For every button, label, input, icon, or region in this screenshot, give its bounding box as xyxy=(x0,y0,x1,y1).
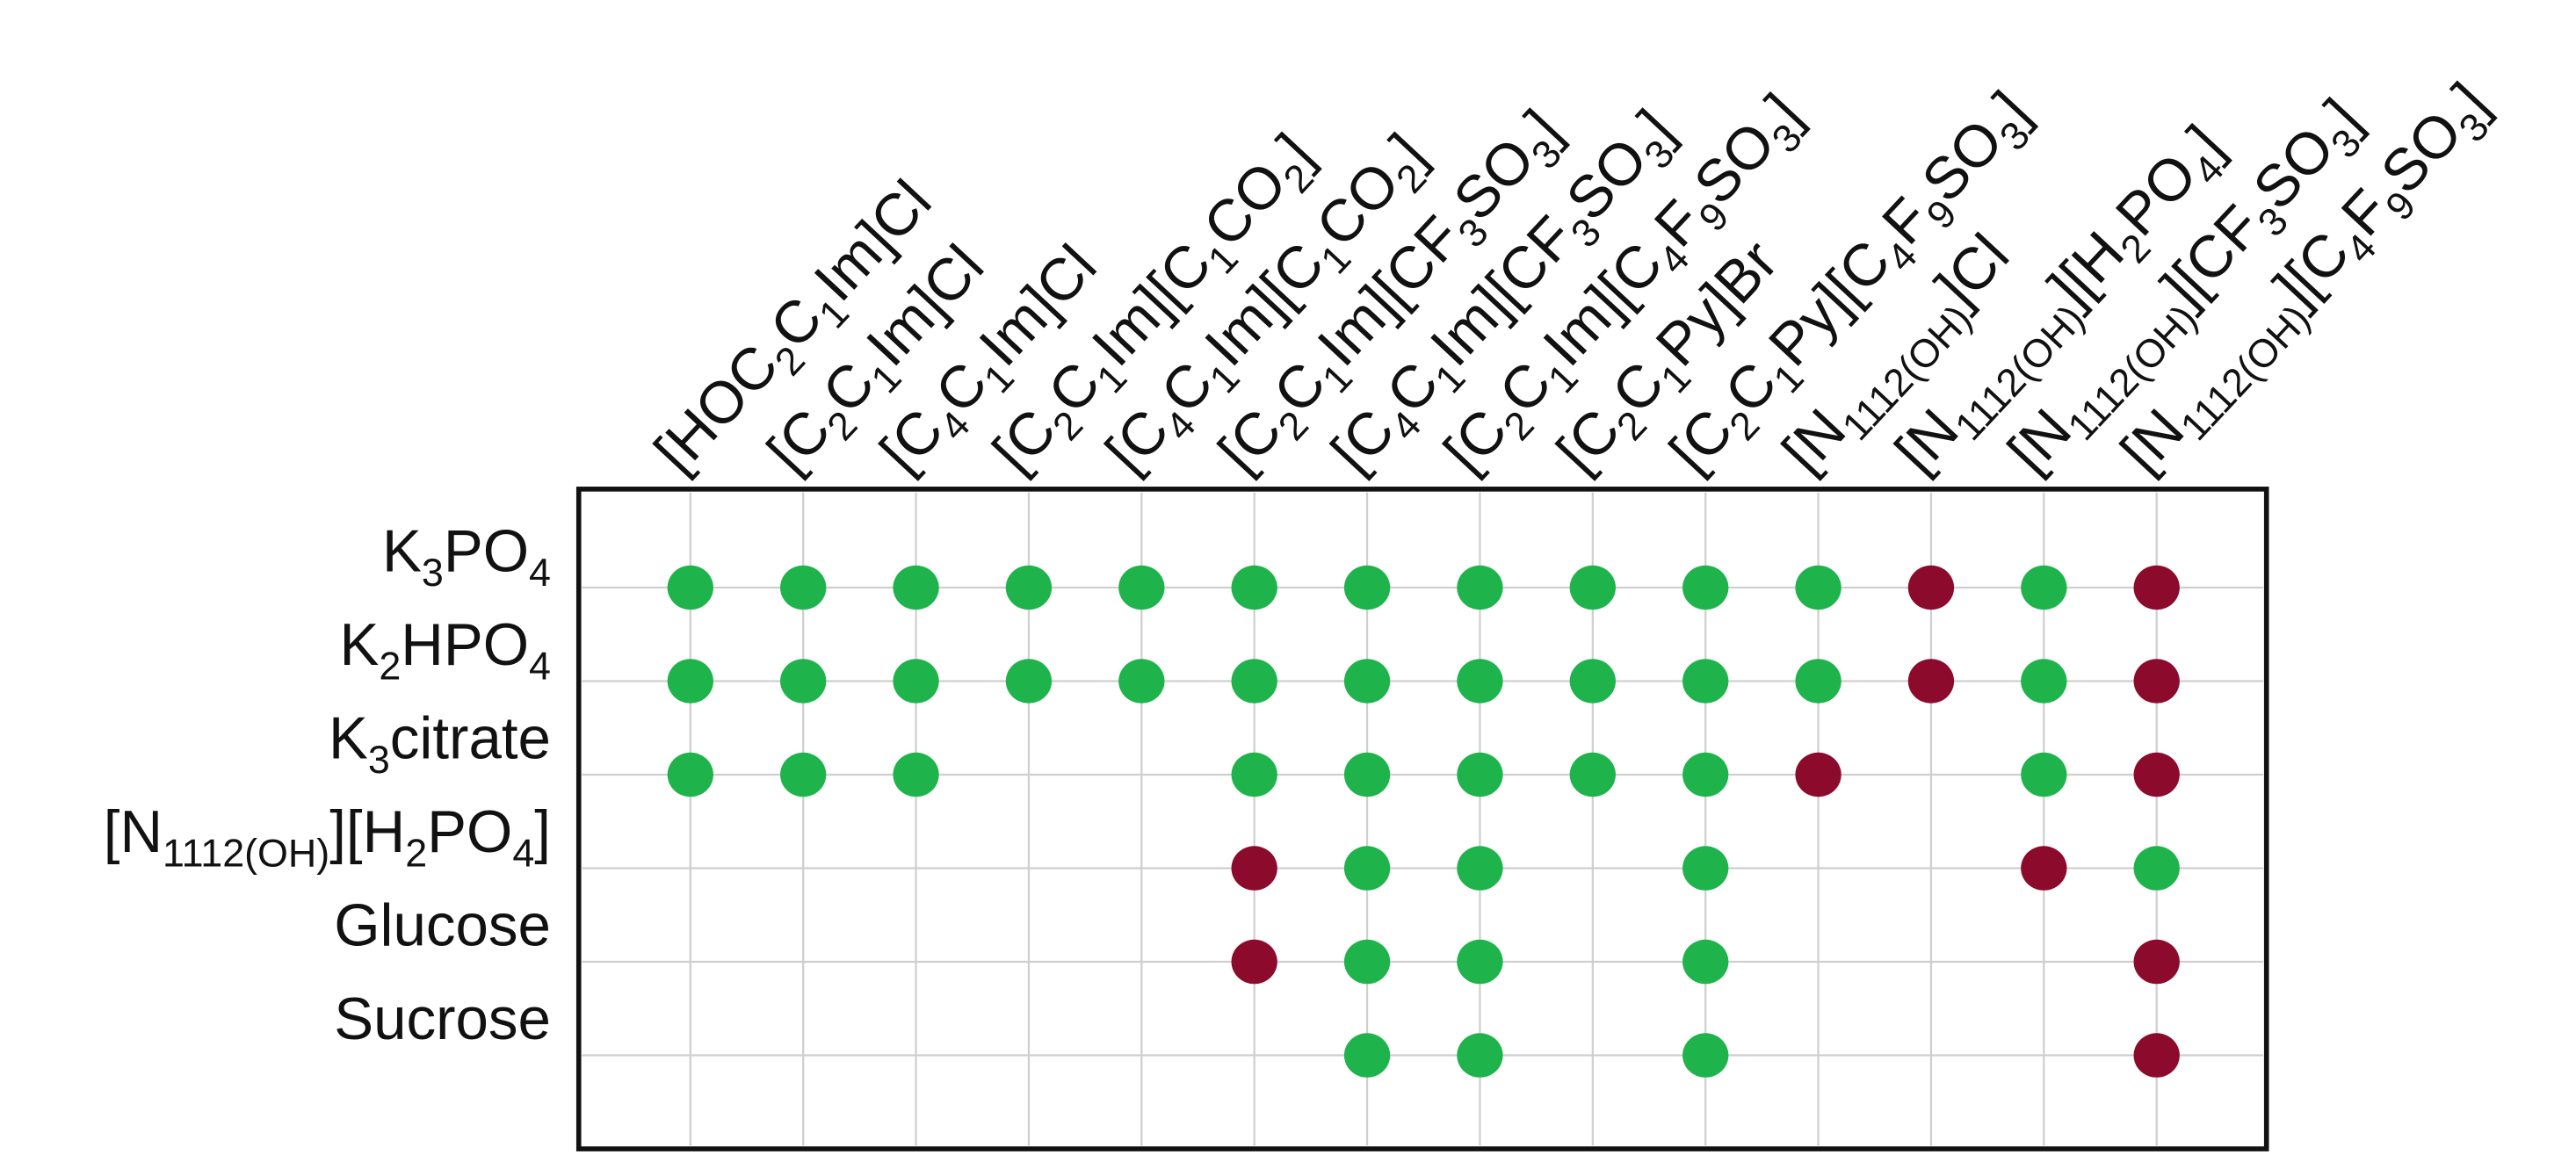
cell-dot xyxy=(1343,752,1391,798)
cell-dot xyxy=(1343,659,1391,704)
cell-dot xyxy=(667,565,713,610)
row-label: K3citrate xyxy=(329,705,551,782)
frame xyxy=(575,487,2269,1151)
cell-dot xyxy=(2133,1033,2180,1078)
cell-dot xyxy=(1682,659,1729,704)
cell-dot xyxy=(1795,752,1842,798)
cell-dot xyxy=(667,752,713,798)
label-text: ] xyxy=(534,799,551,865)
cell-dot xyxy=(1569,565,1616,610)
subscript: 2 xyxy=(379,644,401,689)
cell-dot xyxy=(1231,939,1277,985)
label-text: PO xyxy=(427,799,512,865)
cell-dot xyxy=(1569,752,1616,798)
cell-dot xyxy=(1457,846,1503,891)
cell-dot xyxy=(1457,659,1503,704)
cell-dot xyxy=(2021,659,2067,704)
grid xyxy=(582,492,2263,1146)
labels: [HOC2C1Im]Cl[C2C1Im]Cl[C4C1Im]Cl[C2C1Im]… xyxy=(104,70,2501,1052)
cell-dot xyxy=(1343,939,1391,985)
cell-dot xyxy=(1457,565,1503,610)
cell-dot xyxy=(893,565,939,610)
dots xyxy=(667,565,2180,1078)
cell-dot xyxy=(1682,752,1729,798)
cell-dot xyxy=(1907,565,1955,610)
cell-dot xyxy=(1682,939,1729,985)
subscript: 1112(OH) xyxy=(163,831,329,876)
cell-dot xyxy=(1907,659,1955,704)
cell-dot xyxy=(1231,846,1277,891)
cell-dot xyxy=(1795,659,1842,704)
cell-dot xyxy=(2021,846,2067,891)
label-text: citrate xyxy=(390,705,551,771)
subscript: 4 xyxy=(529,550,551,595)
cell-dot xyxy=(2021,752,2067,798)
cell-dot xyxy=(1795,565,1842,610)
cell-dot xyxy=(667,659,713,704)
cell-dot xyxy=(780,752,827,798)
cell-dot xyxy=(1231,565,1277,610)
label-text: Glucose xyxy=(334,892,551,958)
cell-dot xyxy=(2133,939,2180,985)
label-text: K xyxy=(339,612,379,678)
label-text: ][H xyxy=(329,799,405,865)
row-label: K2HPO4 xyxy=(339,612,551,689)
cell-dot xyxy=(2133,846,2180,891)
cell-dot xyxy=(2133,565,2180,610)
cell-dot xyxy=(1457,752,1503,798)
cell-dot xyxy=(1005,565,1053,610)
cell-dot xyxy=(1005,659,1053,704)
subscript: 3 xyxy=(368,737,390,782)
label-text: PO xyxy=(444,518,529,584)
row-label: K3PO4 xyxy=(382,518,551,595)
cell-dot xyxy=(1682,846,1729,891)
cell-dot xyxy=(1118,659,1165,704)
cell-dot xyxy=(1231,752,1277,798)
subscript: 3 xyxy=(422,550,444,595)
cell-dot xyxy=(780,565,827,610)
label-text: [N xyxy=(104,799,163,865)
cell-dot xyxy=(1457,939,1503,985)
subscript: 2 xyxy=(405,831,427,876)
label-text: Sucrose xyxy=(334,986,551,1052)
cell-dot xyxy=(1343,846,1391,891)
cell-dot xyxy=(1682,1033,1729,1078)
subscript: 4 xyxy=(529,644,551,689)
label-text: HPO xyxy=(401,612,529,678)
cell-dot xyxy=(1118,565,1165,610)
cell-dot xyxy=(2133,752,2180,798)
row-label: [N1112(OH)][H2PO4] xyxy=(104,799,551,876)
cell-dot xyxy=(1343,565,1391,610)
cell-dot xyxy=(893,659,939,704)
cell-dot xyxy=(2021,565,2067,610)
row-label: Sucrose xyxy=(334,986,551,1052)
label-text: K xyxy=(329,705,368,771)
row-label: Glucose xyxy=(334,892,551,958)
cell-dot xyxy=(1343,1033,1391,1078)
label-text: K xyxy=(382,518,422,584)
cell-dot xyxy=(780,659,827,704)
column-label: [C2C1Py][C4F9SO3] xyxy=(1657,79,2050,492)
cell-dot xyxy=(1682,565,1729,610)
cell-dot xyxy=(1457,1033,1503,1078)
subscript: 4 xyxy=(512,831,534,876)
cell-dot xyxy=(1569,659,1616,704)
cell-dot xyxy=(893,752,939,798)
cell-dot xyxy=(1231,659,1277,704)
cell-dot xyxy=(2133,659,2180,704)
